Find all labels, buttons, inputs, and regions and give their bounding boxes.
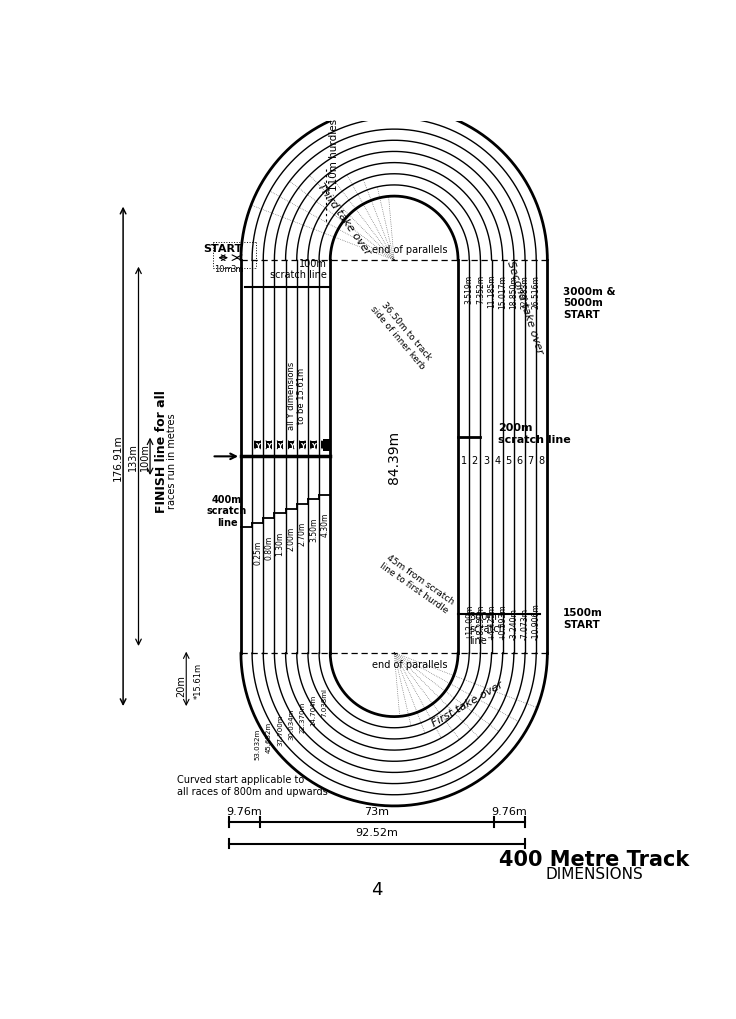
Text: 6: 6 [517, 455, 523, 466]
Text: Y: Y [289, 442, 294, 448]
Text: 15.017m: 15.017m [498, 274, 507, 309]
Text: 3.519m: 3.519m [464, 274, 474, 304]
Text: 200m
scratch line: 200m scratch line [498, 423, 570, 444]
Text: 14.704m: 14.704m [311, 694, 316, 726]
Text: 37.700m: 37.700m [277, 714, 283, 746]
Text: 100m: 100m [141, 443, 150, 471]
Text: 4: 4 [372, 880, 383, 898]
Text: 7.352m: 7.352m [476, 274, 485, 304]
Text: 2.00m: 2.00m [286, 526, 296, 550]
Text: 300m
scratch
line: 300m scratch line [470, 611, 506, 645]
Text: 84.39m: 84.39m [387, 430, 401, 483]
Text: +8.259m: +8.259m [476, 604, 485, 639]
Text: First take over: First take over [430, 679, 505, 728]
Text: 10m: 10m [214, 265, 233, 273]
Text: 45.632m: 45.632m [266, 721, 272, 752]
Text: -10.906m: -10.906m [531, 602, 541, 639]
Text: 2.70m: 2.70m [298, 522, 307, 546]
Text: 18.850m: 18.850m [509, 274, 518, 309]
Text: 4: 4 [494, 455, 500, 466]
Text: 8: 8 [539, 455, 545, 466]
Text: 30.034m: 30.034m [289, 707, 294, 739]
Text: 7: 7 [528, 455, 534, 466]
Text: 176.91m: 176.91m [113, 434, 123, 480]
Text: end of parallels: end of parallels [372, 245, 447, 255]
Text: 22.370m: 22.370m [300, 701, 305, 732]
Text: -3.240m: -3.240m [509, 607, 518, 639]
Text: 110m hurdles: 110m hurdles [329, 118, 339, 191]
Text: 100m
scratch line: 100m scratch line [269, 259, 326, 280]
Text: 1500m
START: 1500m START [563, 607, 603, 630]
Text: 92.52m: 92.52m [355, 827, 398, 838]
Text: 22.683m: 22.683m [520, 274, 529, 309]
Text: 1.30m: 1.30m [275, 531, 285, 555]
Text: Y: Y [300, 442, 305, 448]
Text: 3m: 3m [230, 265, 244, 273]
Text: 11.185m: 11.185m [487, 274, 496, 308]
Text: Curved start applicable to
all races of 800m and upwards: Curved start applicable to all races of … [177, 774, 328, 796]
Text: -7.073m: -7.073m [520, 607, 529, 639]
Text: races run in metres: races run in metres [167, 413, 177, 508]
Text: 5: 5 [505, 455, 512, 466]
Text: 73m: 73m [364, 806, 389, 816]
Text: 0.80m: 0.80m [264, 535, 273, 559]
Text: 3.50m: 3.50m [309, 517, 318, 541]
Text: 0.25m: 0.25m [253, 540, 262, 565]
Text: Y: Y [255, 442, 260, 448]
Text: FINISH line for all: FINISH line for all [155, 389, 168, 513]
Text: 45m from scratch
line to first hurdle: 45m from scratch line to first hurdle [378, 552, 456, 615]
Text: 400 Metre Track: 400 Metre Track [499, 849, 690, 869]
Text: 4.30m: 4.30m [320, 513, 329, 537]
Text: 400m
scratch
line: 400m scratch line [207, 494, 247, 528]
Text: START: START [204, 245, 243, 254]
Text: +4.425m: +4.425m [487, 603, 496, 639]
Text: Y: Y [277, 442, 283, 448]
Text: 1: 1 [461, 455, 467, 466]
Text: *15.61m: *15.61m [194, 662, 202, 698]
Text: 7.038ml: 7.038ml [322, 688, 328, 716]
Text: Y: Y [324, 441, 330, 449]
Text: Third take over: Third take over [316, 180, 372, 256]
Text: +0.593m: +0.593m [498, 603, 507, 639]
Text: DIMENSIONS: DIMENSIONS [545, 866, 643, 881]
Text: 133m: 133m [128, 443, 138, 471]
Text: 36.50m to track
side of inner kerb: 36.50m to track side of inner kerb [369, 298, 435, 371]
Text: 3000m &
5000m
START: 3000m & 5000m START [563, 286, 615, 320]
Text: 9.76m: 9.76m [492, 806, 527, 816]
Text: 53.032m: 53.032m [255, 728, 261, 759]
Text: 9.76m: 9.76m [227, 806, 262, 816]
Text: 26.516m: 26.516m [531, 274, 541, 309]
Text: all Y dimensions
to be 15.61m: all Y dimensions to be 15.61m [287, 362, 306, 429]
Text: 3: 3 [483, 455, 489, 466]
Text: 20m: 20m [176, 674, 186, 696]
Text: Second take over: Second take over [505, 259, 545, 355]
Text: 2: 2 [472, 455, 478, 466]
Text: end of parallels: end of parallels [372, 659, 447, 669]
Text: +12.09m: +12.09m [464, 604, 474, 639]
Text: Y: Y [322, 442, 327, 448]
Text: Y: Y [266, 442, 272, 448]
Text: Y: Y [311, 442, 316, 448]
